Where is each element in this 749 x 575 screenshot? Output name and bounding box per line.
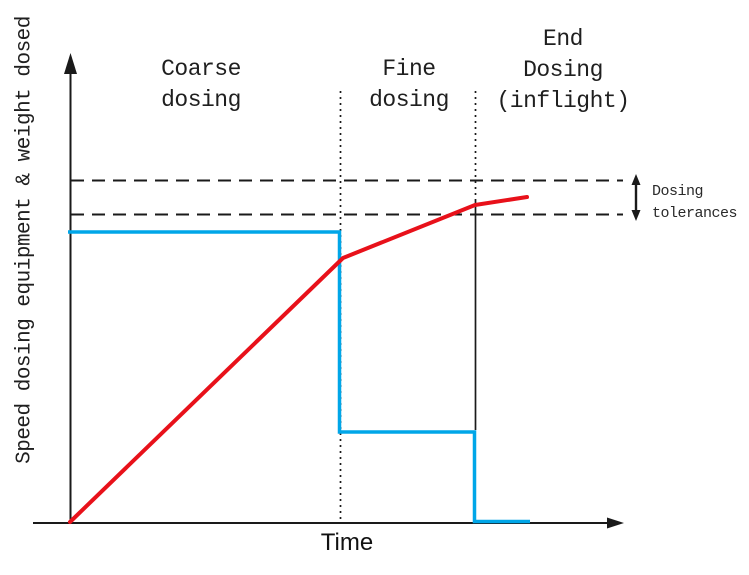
phase-label-line: (inflight) (496, 88, 630, 114)
tolerance-label-line: Dosing (652, 183, 704, 200)
phase-label-end-dosing-inflight: End Dosing (inflight) (496, 24, 630, 117)
phase-label-line: Coarse (161, 56, 241, 82)
tolerance-band-label: Dosing tolerances (652, 181, 738, 225)
x-axis-label: Time (320, 529, 374, 556)
phase-label-line: Fine (382, 56, 436, 82)
weight-dosed-series (68, 195, 529, 524)
tolerance-arrow-up-icon (631, 174, 641, 185)
y-axis-arrowhead (64, 53, 77, 74)
phase-label-line: dosing (369, 87, 449, 113)
x-axis-arrowhead (607, 517, 624, 529)
tolerance-arrow-down-icon (631, 210, 641, 221)
tolerance-label-line: tolerances (652, 205, 738, 222)
speed-step-series (68, 230, 530, 524)
y-axis-label: Speed dosing equipment & weight dosed (13, 16, 37, 464)
phase-label-line: End (543, 26, 583, 52)
phase-label-fine-dosing: Fine dosing (369, 54, 449, 116)
phase-label-coarse-dosing: Coarse dosing (161, 54, 241, 116)
phase-label-line: dosing (161, 87, 241, 113)
phase-label-line: Dosing (523, 57, 603, 83)
